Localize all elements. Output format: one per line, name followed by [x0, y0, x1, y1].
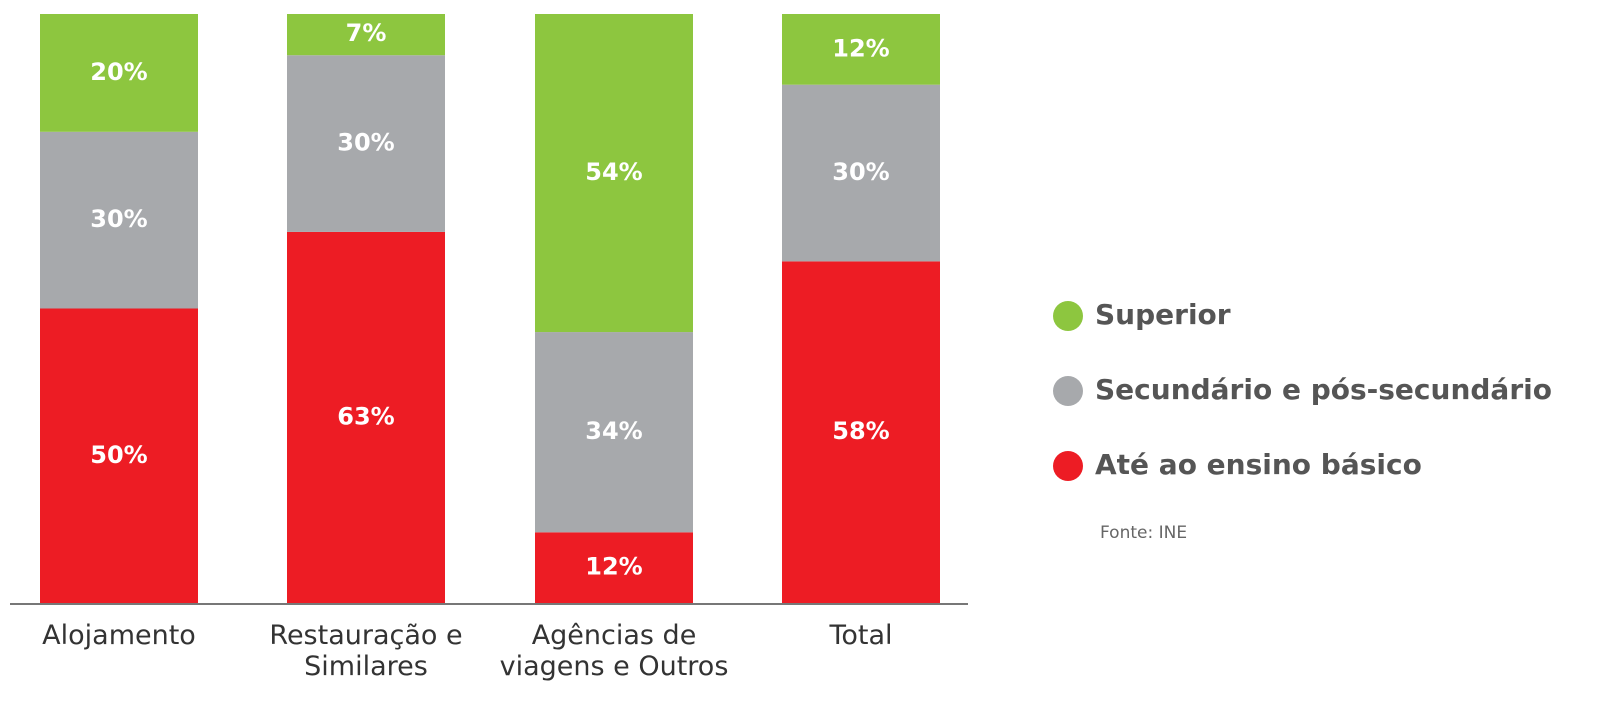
bar-segment: [287, 231, 445, 603]
legend-swatch: [1053, 376, 1083, 406]
legend-label: Secundário e pós-secundário: [1095, 373, 1552, 406]
data-label: 12%: [585, 553, 642, 581]
x-tick-label: Agências de viagens e Outros: [499, 620, 729, 682]
x-tick-label: Alojamento: [42, 620, 196, 651]
bar-segment: [287, 55, 445, 232]
data-label: 30%: [90, 205, 147, 233]
data-label: 50%: [90, 441, 147, 469]
x-tick-label: Restauração e Similares: [269, 620, 463, 682]
legend-swatch: [1053, 451, 1083, 481]
bar-segment: [782, 261, 940, 603]
data-label: 12%: [832, 34, 889, 62]
x-tick-label: Total: [829, 620, 893, 651]
source-note: Fonte: INE: [1100, 523, 1187, 543]
legend-swatch: [1053, 301, 1083, 331]
bar-segment: [40, 14, 198, 132]
bar-segment: [782, 14, 940, 85]
bar-segment: [287, 14, 445, 56]
bar-segment: [40, 308, 198, 603]
data-label: 7%: [346, 19, 387, 47]
data-label: 30%: [832, 158, 889, 186]
data-label: 63%: [337, 402, 394, 430]
data-label: 54%: [585, 158, 642, 186]
bar-segment: [40, 131, 198, 309]
bar-segment: [535, 14, 693, 333]
data-label: 20%: [90, 58, 147, 86]
legend-label: Superior: [1095, 298, 1231, 331]
bar-segment: [535, 532, 693, 603]
legend-label: Até ao ensino básico: [1095, 448, 1422, 481]
bar-segment: [535, 332, 693, 533]
data-label: 34%: [585, 417, 642, 445]
bar-segment: [782, 84, 940, 262]
data-label: 58%: [832, 417, 889, 445]
data-label: 30%: [337, 129, 394, 157]
